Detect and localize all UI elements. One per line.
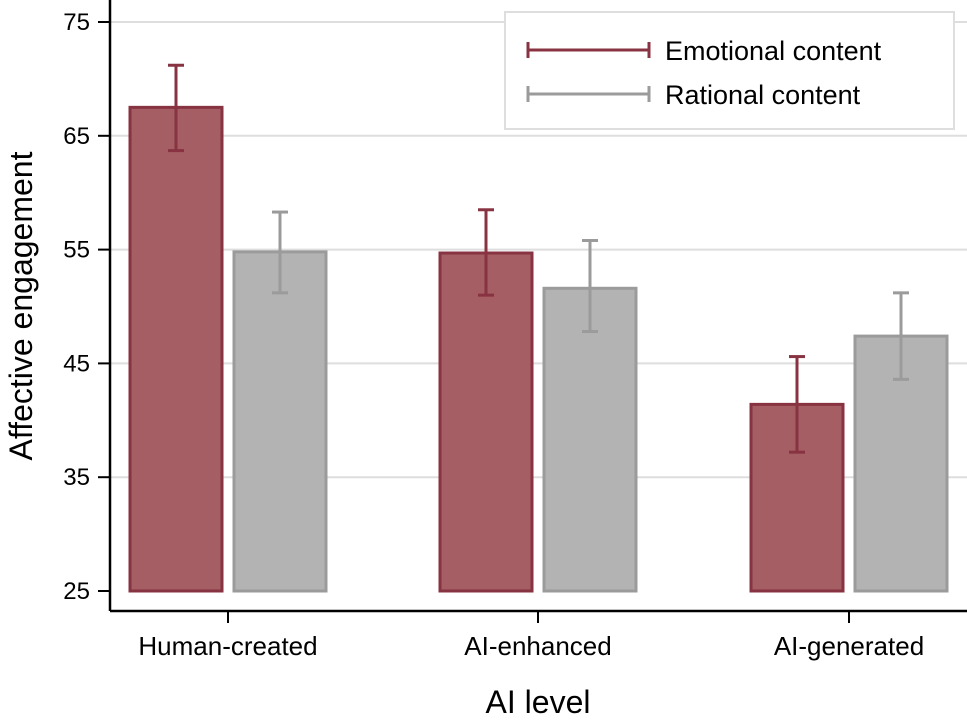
x-axis-title: AI level (486, 684, 591, 720)
x-ticks: Human-created AI-enhanced AI-generated (138, 611, 924, 661)
error-bar (893, 291, 909, 381)
legend-box (504, 11, 955, 130)
error-bar (582, 238, 598, 334)
y-tick-label: 35 (63, 464, 90, 491)
legend: Emotional content Rational content (504, 11, 955, 130)
x-tick-label: Human-created (138, 631, 317, 661)
legend-key (526, 42, 651, 58)
x-tick-label: AI-enhanced (464, 631, 611, 661)
bars (128, 105, 949, 593)
legend-key (526, 86, 651, 102)
error-bar (272, 210, 288, 295)
bar (853, 334, 949, 593)
y-tick-label: 75 (63, 9, 90, 36)
error-bars (168, 63, 909, 454)
y-tick-label: 45 (63, 350, 90, 377)
legend-item: Rational content (526, 80, 861, 110)
error-bar (478, 208, 494, 297)
y-tick-label: 55 (63, 237, 90, 264)
bar (232, 250, 328, 593)
y-axis-title: Affective engagement (3, 151, 39, 460)
error-bar (789, 355, 805, 454)
y-tick-label: 65 (63, 123, 90, 150)
y-ticks: 25 35 45 55 65 75 (63, 9, 110, 605)
legend-item: Emotional content (526, 36, 882, 66)
y-tick-label: 25 (63, 578, 90, 605)
legend-label: Rational content (665, 80, 861, 110)
x-tick-label: AI-generated (774, 631, 924, 661)
bar (542, 286, 638, 593)
legend-label: Emotional content (665, 36, 882, 66)
bar (128, 105, 224, 593)
bar (438, 251, 534, 593)
error-bar (168, 63, 184, 153)
